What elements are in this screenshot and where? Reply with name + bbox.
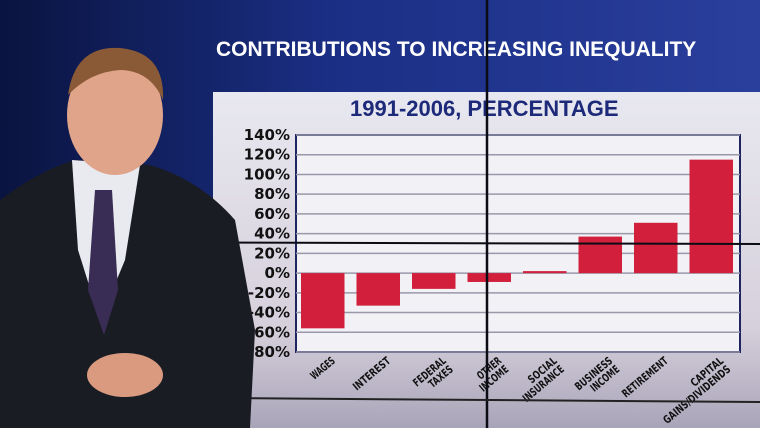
y-tick-label: -60%: [248, 323, 290, 341]
bar: [634, 222, 678, 274]
x-tick-label: WAGES: [308, 354, 338, 382]
y-tick-label: -40%: [248, 304, 290, 322]
bar: [578, 236, 622, 274]
bar: [356, 273, 400, 306]
bar: [412, 273, 456, 289]
x-tick-label: RETIREMENT: [619, 354, 671, 400]
x-tick-label: FEDERALTAXES: [410, 354, 455, 397]
x-tick-label: BUSINESSINCOME: [572, 354, 622, 401]
x-tick-label: OTHERINCOME: [470, 354, 512, 394]
y-tick-label: 100%: [244, 165, 290, 183]
broadcast-title: CONTRIBUTIONS TO INCREASING INEQUALITY: [216, 38, 697, 61]
y-tick-label: -20%: [248, 284, 290, 302]
screen-seam: [212, 397, 760, 403]
bar: [301, 273, 345, 329]
y-tick-label: -80%: [248, 343, 290, 361]
chart-title: 1991-2006, PERCENTAGE: [350, 96, 619, 121]
bar: [523, 271, 567, 274]
x-tick-label: INTEREST: [350, 354, 393, 393]
bar: [689, 159, 733, 274]
y-tick-label: 140%: [244, 126, 290, 144]
y-tick-label: 80%: [254, 185, 290, 203]
y-tick-label: 20%: [254, 244, 290, 262]
y-tick-label: 60%: [254, 205, 290, 223]
y-tick-label: 40%: [254, 225, 290, 243]
bar: [467, 273, 511, 282]
y-tick-label: 0%: [265, 264, 290, 282]
y-tick-label: 120%: [244, 146, 290, 164]
x-tick-label: SOCIALINSURANCE: [513, 354, 567, 405]
